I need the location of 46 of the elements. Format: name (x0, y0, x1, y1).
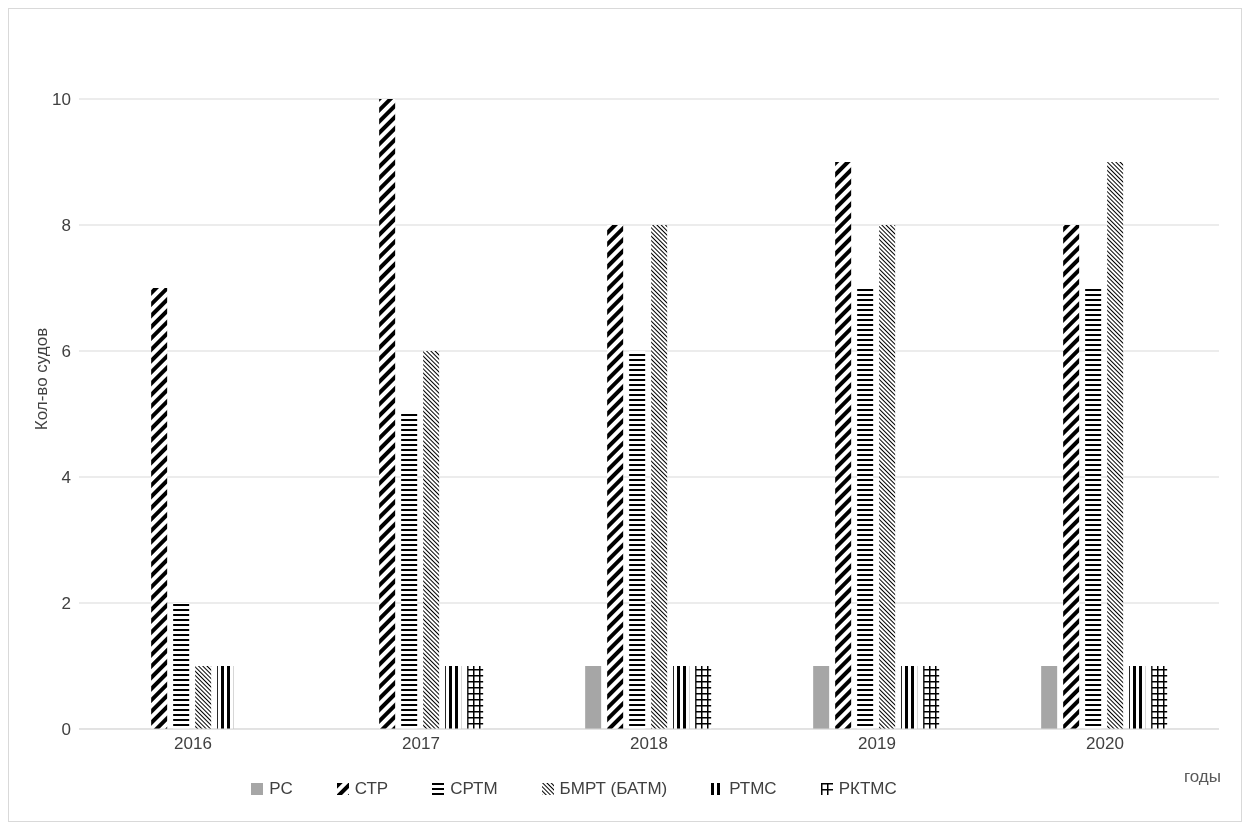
bar (651, 225, 668, 729)
bar (445, 666, 462, 729)
y-tick-label: 6 (61, 342, 71, 362)
bar (835, 162, 852, 729)
y-tick-label: 4 (61, 468, 71, 488)
legend-label: СТР (354, 779, 389, 799)
bar (695, 666, 712, 729)
bar (673, 666, 690, 729)
bar (1063, 225, 1080, 729)
bar (585, 666, 602, 729)
legend-label: РТМС (729, 779, 777, 799)
y-tick-label: 0 (61, 720, 71, 740)
bar (923, 666, 940, 729)
legend-label: СРТМ (450, 779, 498, 799)
bar (401, 414, 418, 729)
bar (1085, 288, 1102, 729)
bar (857, 288, 874, 729)
bar (195, 666, 212, 729)
bar (423, 351, 440, 729)
x-tick-label: 2020 (1086, 734, 1124, 754)
y-tick-label: 10 (52, 90, 71, 110)
x-axis-title: годы (1183, 767, 1221, 787)
x-tick-label: 2016 (174, 734, 212, 754)
legend-label: БМРТ (БАТМ) (559, 779, 668, 799)
x-tick-label: 2019 (858, 734, 896, 754)
bar (151, 288, 168, 729)
bar (217, 666, 234, 729)
bar (1041, 666, 1058, 729)
x-tick-label: 2017 (402, 734, 440, 754)
bar (467, 666, 484, 729)
y-tick-label: 8 (61, 216, 71, 236)
bar (813, 666, 830, 729)
bar (1151, 666, 1168, 729)
bar (607, 225, 624, 729)
bar (173, 603, 190, 729)
legend-label: РКТМС (838, 779, 897, 799)
y-tick-label: 2 (61, 594, 71, 614)
bar (901, 666, 918, 729)
bar (629, 351, 646, 729)
bar (1107, 162, 1124, 729)
bar (879, 225, 896, 729)
legend-label: РС (269, 779, 293, 799)
y-axis-title: Кол-во судов (32, 327, 52, 431)
x-tick-label: 2018 (630, 734, 668, 754)
bar (1129, 666, 1146, 729)
bar (379, 99, 396, 729)
